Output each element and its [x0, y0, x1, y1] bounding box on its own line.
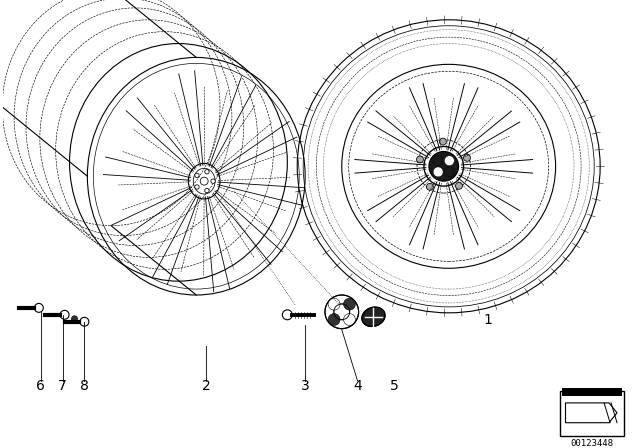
- Text: 00123448: 00123448: [570, 439, 613, 448]
- Circle shape: [72, 316, 77, 322]
- Text: 7: 7: [58, 379, 67, 393]
- Circle shape: [444, 167, 454, 177]
- Circle shape: [429, 151, 459, 181]
- Circle shape: [433, 156, 443, 166]
- Text: 8: 8: [80, 379, 89, 393]
- Circle shape: [325, 295, 358, 329]
- Text: 3: 3: [301, 379, 310, 393]
- Text: 1: 1: [484, 313, 493, 327]
- Circle shape: [195, 185, 199, 189]
- Text: 5: 5: [390, 379, 399, 393]
- Bar: [559, 391, 624, 435]
- Circle shape: [195, 173, 199, 177]
- Circle shape: [344, 314, 355, 326]
- Bar: [561, 388, 622, 396]
- Circle shape: [440, 138, 446, 145]
- Circle shape: [433, 167, 443, 177]
- Text: 4: 4: [353, 379, 362, 393]
- Text: 2: 2: [202, 379, 211, 393]
- Circle shape: [444, 156, 454, 166]
- Circle shape: [205, 189, 209, 193]
- Circle shape: [200, 177, 208, 185]
- Circle shape: [35, 303, 44, 312]
- Circle shape: [417, 156, 424, 163]
- Circle shape: [282, 310, 292, 320]
- Circle shape: [328, 298, 340, 310]
- Circle shape: [344, 298, 355, 310]
- Circle shape: [334, 304, 349, 320]
- Circle shape: [426, 183, 433, 190]
- Circle shape: [463, 155, 470, 161]
- Circle shape: [205, 170, 209, 174]
- Circle shape: [328, 314, 340, 326]
- Text: 6: 6: [36, 379, 45, 393]
- Polygon shape: [566, 403, 617, 423]
- Circle shape: [456, 182, 463, 189]
- Ellipse shape: [362, 307, 385, 327]
- Circle shape: [211, 179, 215, 183]
- Circle shape: [60, 310, 69, 319]
- Circle shape: [80, 317, 89, 326]
